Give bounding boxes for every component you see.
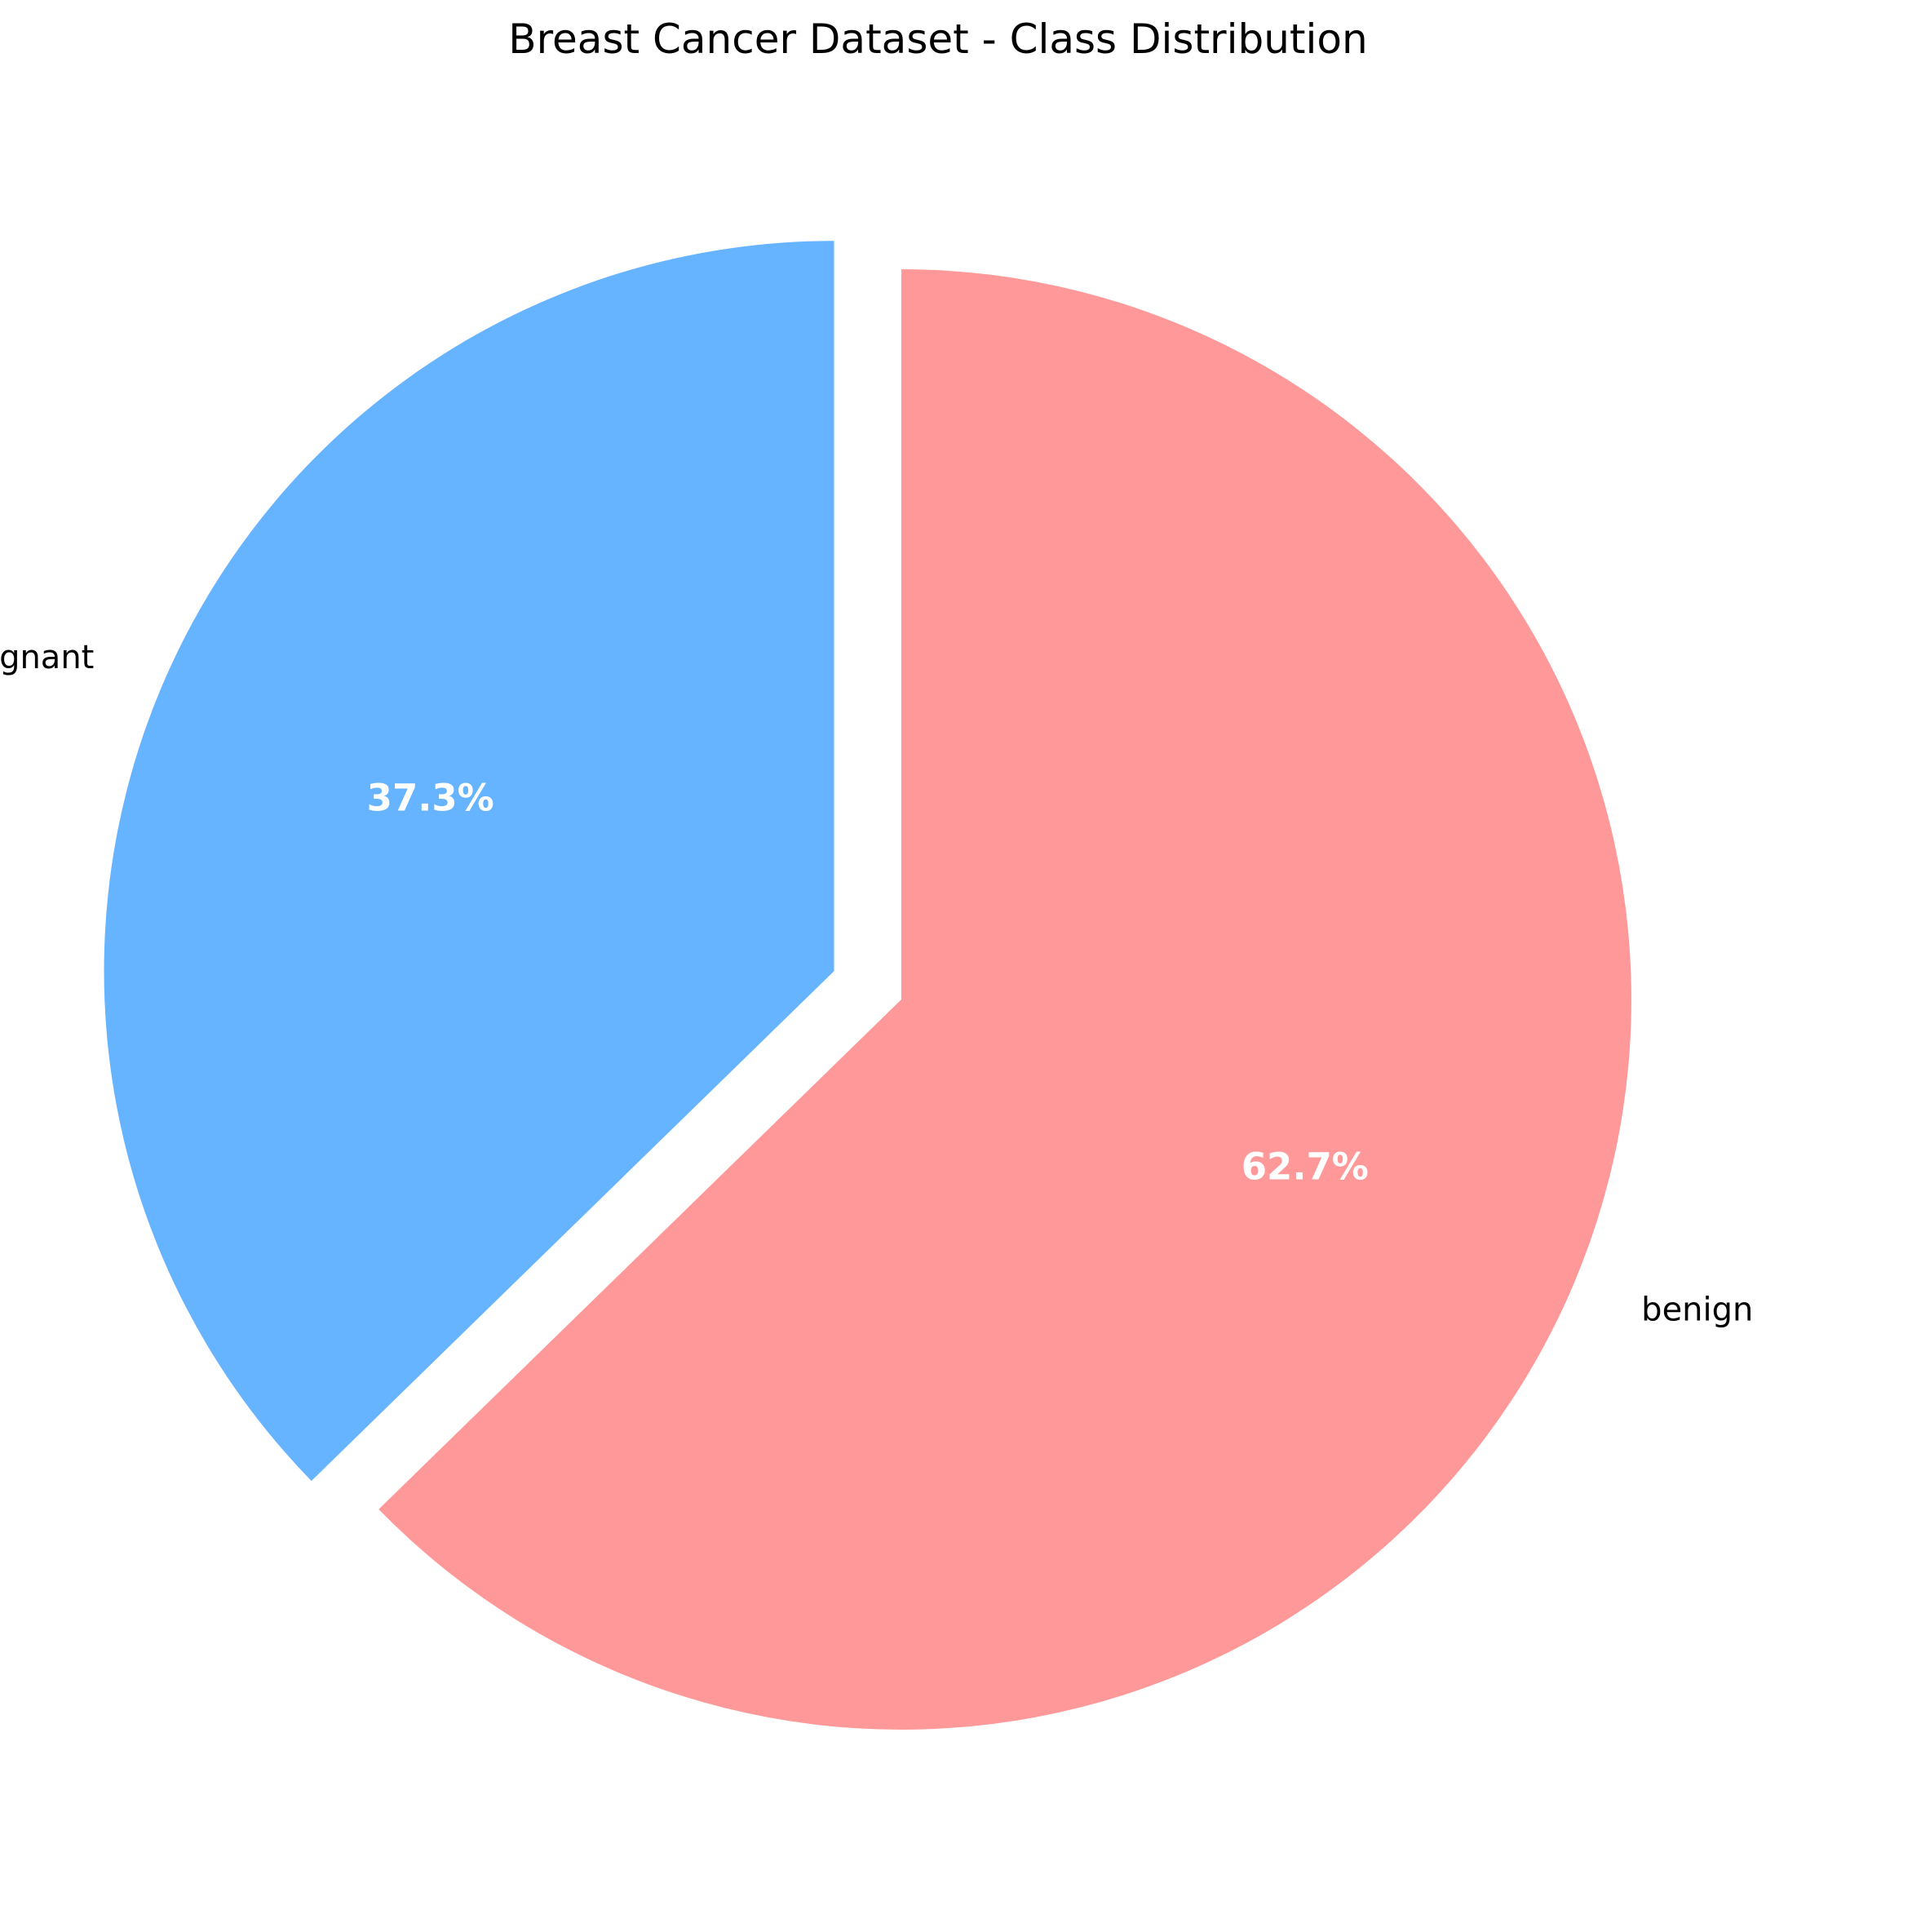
slice-percentage-malignant: 37.3% xyxy=(367,777,494,820)
pie-slice-malignant xyxy=(104,241,834,1482)
slice-label-malignant: malignant xyxy=(0,639,94,676)
pie-slices xyxy=(104,241,1631,1730)
pie-slice-benign xyxy=(378,269,1631,1730)
chart-title: Breast Cancer Dataset - Class Distributi… xyxy=(508,16,1367,63)
slice-label-benign: benign xyxy=(1641,1291,1753,1328)
pie-labels: benign 62.7% malignant 37.3% xyxy=(0,639,1753,1329)
slice-percentage-benign: 62.7% xyxy=(1241,1145,1369,1189)
